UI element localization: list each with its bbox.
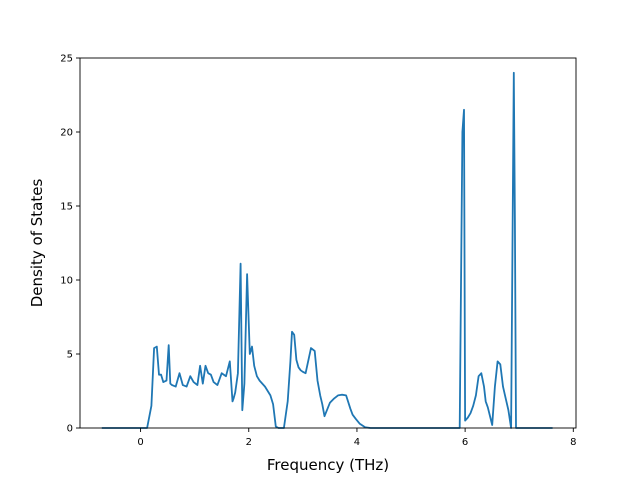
x-axis-label: Frequency (THz) [267,456,389,474]
x-tick-label: 2 [246,437,252,448]
plot-area [101,71,553,429]
y-tick-label: 20 [60,128,73,139]
dos-series-line [101,71,553,429]
x-tick-label: 4 [354,437,360,448]
x-tick-label: 0 [137,437,143,448]
y-tick-label: 25 [60,54,73,65]
y-tick-label: 10 [60,276,73,287]
x-tick-label: 6 [462,437,468,448]
axes-frame [79,57,577,429]
x-axis-ticks: 0 2 4 6 8 [137,428,576,448]
y-axis-ticks: 0 5 10 15 20 25 [60,54,80,435]
y-axis-label: Density of States [28,179,46,308]
y-tick-label: 0 [67,424,73,435]
y-tick-label: 5 [67,350,73,361]
x-tick-label: 8 [570,437,576,448]
y-tick-label: 15 [60,202,73,213]
